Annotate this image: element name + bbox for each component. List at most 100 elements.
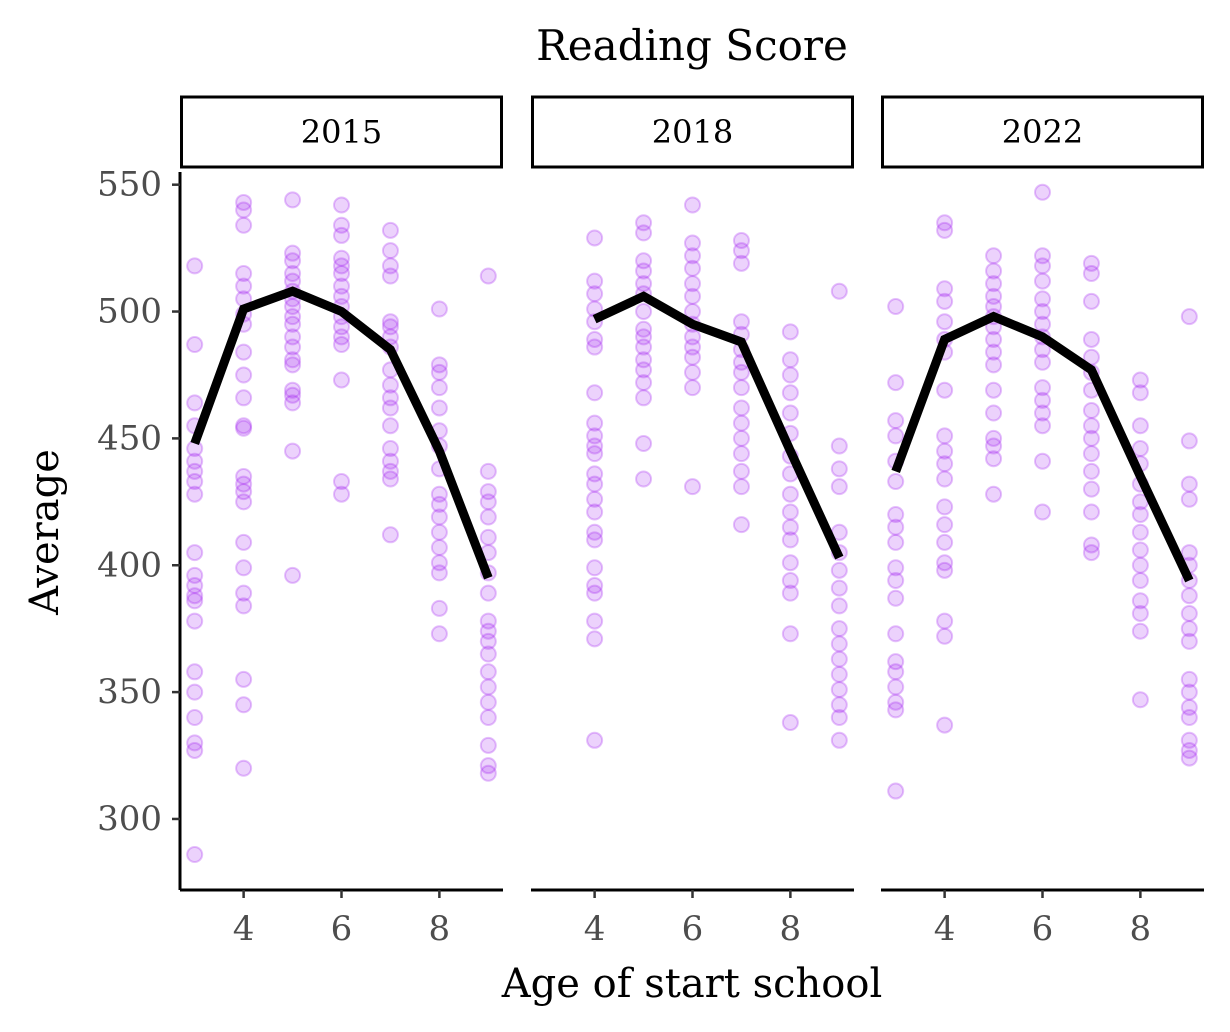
data-point xyxy=(430,564,448,582)
data-point xyxy=(830,579,848,597)
data-point xyxy=(1180,670,1198,688)
data-point xyxy=(586,731,604,749)
data-point xyxy=(1034,290,1051,308)
x-tick-label: 8 xyxy=(429,909,451,949)
data-point xyxy=(284,381,302,399)
data-point xyxy=(830,650,848,668)
data-point xyxy=(430,363,448,381)
data-point xyxy=(1082,445,1100,463)
data-point xyxy=(586,437,604,455)
data-point xyxy=(235,216,253,234)
data-point xyxy=(936,280,954,298)
data-point xyxy=(333,249,350,267)
data-point xyxy=(887,589,905,607)
data-point xyxy=(830,696,848,714)
data-point xyxy=(1180,604,1198,622)
data-point xyxy=(1082,536,1100,554)
data-point xyxy=(732,242,750,260)
data-point xyxy=(1180,490,1198,508)
data-point xyxy=(586,577,604,595)
data-point xyxy=(586,503,604,521)
facet-panel-2022: 2022 4 6 8 xyxy=(881,95,1204,949)
data-point xyxy=(1034,272,1051,290)
data-point xyxy=(1180,731,1198,749)
data-point xyxy=(684,259,701,277)
data-point xyxy=(887,374,905,392)
data-point xyxy=(1180,683,1198,701)
data-point xyxy=(284,264,302,282)
data-point xyxy=(830,635,848,653)
data-point xyxy=(1082,254,1100,272)
data-point xyxy=(186,462,204,480)
data-point xyxy=(479,708,497,726)
data-point xyxy=(732,363,750,381)
facet-strip xyxy=(881,95,1204,169)
facet-strip-label: 2015 xyxy=(301,113,382,151)
data-point xyxy=(284,252,302,270)
data-point xyxy=(235,467,253,485)
data-point xyxy=(1131,523,1149,541)
data-point xyxy=(333,257,350,275)
facet-strip-label: 2018 xyxy=(652,113,733,151)
data-point xyxy=(684,379,701,397)
plot-title: Reading Score xyxy=(536,21,848,70)
data-point xyxy=(635,303,653,321)
data-point xyxy=(985,356,1003,374)
data-point xyxy=(887,678,905,696)
data-point xyxy=(586,612,604,630)
data-point xyxy=(586,475,604,493)
data-point xyxy=(235,559,253,577)
data-point xyxy=(381,417,399,435)
data-point xyxy=(887,533,905,551)
data-point xyxy=(430,508,448,526)
data-point xyxy=(635,361,653,379)
data-point xyxy=(635,252,653,270)
data-point xyxy=(381,452,399,470)
data-point xyxy=(284,338,302,356)
data-point xyxy=(430,538,448,556)
data-point xyxy=(936,612,954,630)
data-point xyxy=(186,577,204,595)
data-point xyxy=(284,244,302,262)
x-tick-label: 4 xyxy=(584,909,606,949)
mean-line xyxy=(190,286,493,580)
data-point xyxy=(586,427,604,445)
data-point xyxy=(635,470,653,488)
data-point xyxy=(936,516,954,534)
data-point xyxy=(985,275,1003,293)
data-point xyxy=(235,483,253,501)
data-point xyxy=(186,683,204,701)
data-point xyxy=(732,232,750,250)
data-point xyxy=(684,338,701,356)
x-tick-label: 8 xyxy=(1130,909,1152,949)
data-point xyxy=(936,442,954,460)
data-point xyxy=(781,366,799,384)
x-tick-label: 4 xyxy=(233,909,255,949)
data-point xyxy=(1034,315,1051,333)
data-point xyxy=(186,592,204,610)
data-point xyxy=(1034,379,1051,397)
data-point xyxy=(479,493,497,511)
data-point xyxy=(830,282,848,300)
data-point xyxy=(479,462,497,480)
data-point xyxy=(684,478,701,496)
data-point xyxy=(936,627,954,645)
data-point xyxy=(1082,330,1100,348)
data-point xyxy=(586,285,604,303)
data-point xyxy=(732,313,750,331)
data-point xyxy=(732,478,750,496)
data-point xyxy=(430,485,448,503)
data-point xyxy=(684,196,701,214)
data-point xyxy=(333,216,350,234)
data-point xyxy=(430,523,448,541)
data-point xyxy=(635,275,653,293)
data-point xyxy=(381,313,399,331)
data-point xyxy=(284,566,302,584)
data-point xyxy=(381,462,399,480)
data-point xyxy=(830,597,848,615)
data-point xyxy=(985,287,1003,305)
data-point xyxy=(1082,544,1100,562)
facet-panels: 2015 4 6 8 300 350 400 450 500 550 2018 4 6 8 2022 4 6 8 xyxy=(97,95,1204,949)
data-point xyxy=(381,267,399,285)
data-point xyxy=(635,351,653,369)
